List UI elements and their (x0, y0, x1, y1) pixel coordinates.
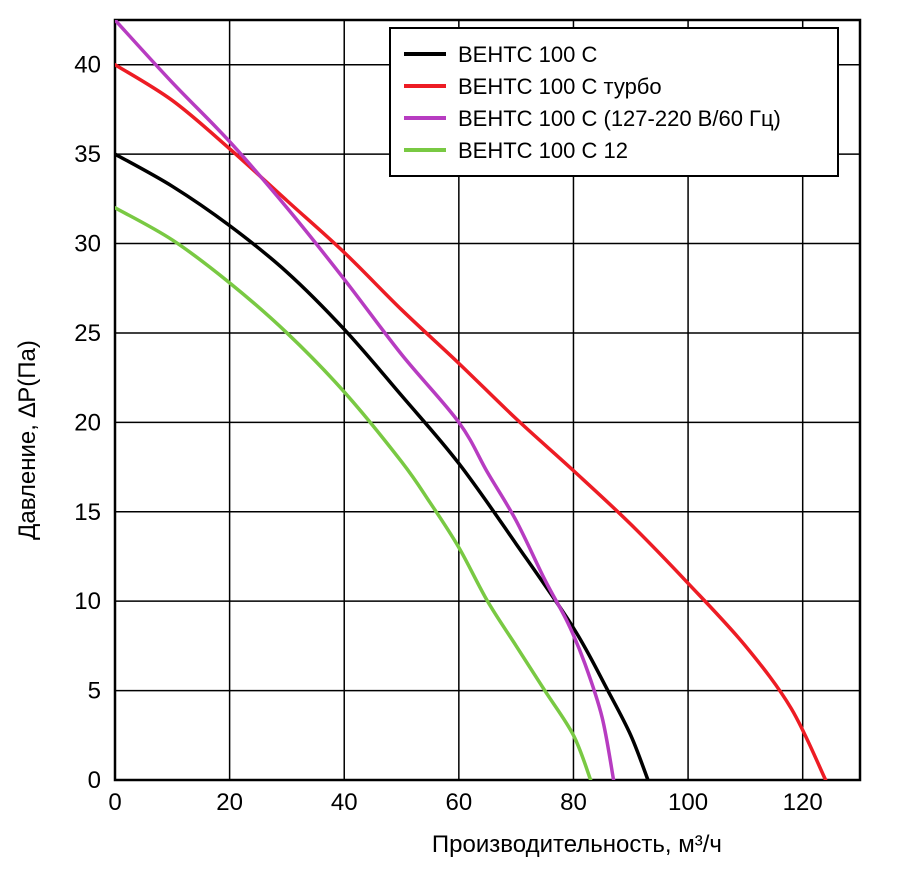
x-tick-label: 120 (783, 789, 823, 816)
chart-svg: 0 20 40 60 80 100 120 0 5 10 15 20 25 30 35 40 Производи… (0, 0, 900, 885)
x-tick-label: 40 (331, 789, 358, 816)
y-tick-label: 30 (74, 231, 101, 258)
legend-label: ВЕНТС 100 С (127-220 В/60 Гц) (458, 106, 781, 131)
fan-performance-chart: 0 20 40 60 80 100 120 0 5 10 15 20 25 30 35 40 Производи… (0, 0, 900, 885)
y-tick-label: 0 (88, 767, 101, 794)
x-tick-label: 0 (108, 789, 121, 816)
y-tick-label: 40 (74, 52, 101, 79)
legend-label: ВЕНТС 100 С турбо (458, 74, 662, 99)
y-tick-label: 35 (74, 141, 101, 168)
y-tick-label: 5 (88, 678, 101, 705)
x-tick-label: 20 (216, 789, 243, 816)
y-tick-label: 20 (74, 409, 101, 436)
legend-label: ВЕНТС 100 С 12 (458, 138, 628, 163)
x-tick-label: 100 (668, 789, 708, 816)
x-tick-label: 60 (445, 789, 472, 816)
y-tick-label: 15 (74, 499, 101, 526)
x-tick-label: 80 (560, 789, 587, 816)
y-tick-label: 25 (74, 320, 101, 347)
y-axis-label: Давление, ∆Р(Па) (14, 340, 41, 540)
legend: ВЕНТС 100 С ВЕНТС 100 С турбо ВЕНТС 100 С … (390, 28, 838, 176)
legend-label: ВЕНТС 100 С (458, 42, 597, 67)
x-axis-label: Производительность, м³/ч (432, 831, 722, 858)
y-tick-label: 10 (74, 588, 101, 615)
